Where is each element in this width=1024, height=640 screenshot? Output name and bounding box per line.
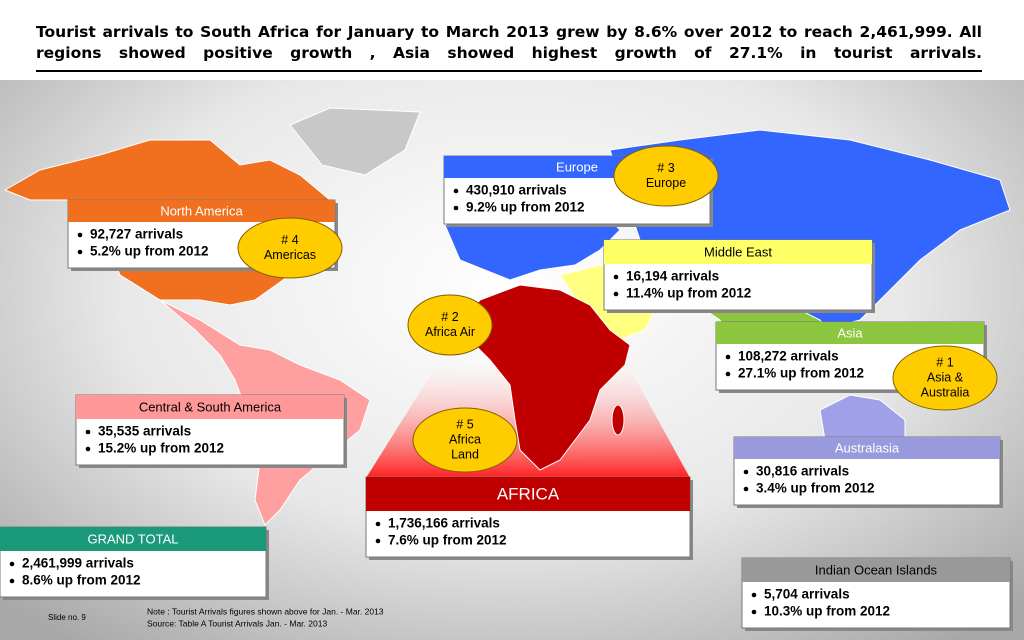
box-header — [76, 395, 344, 419]
bullet — [751, 592, 757, 598]
region-name: GRAND TOTAL — [87, 531, 178, 546]
region-name: AFRICA — [497, 484, 560, 503]
header-band — [0, 0, 1024, 80]
bullet — [743, 469, 749, 475]
region-stat: 92,727 arrivals — [90, 227, 183, 242]
badge-text: # 5 — [456, 417, 473, 431]
badge-text: # 2 — [441, 310, 458, 324]
region-stat: 16,194 arrivals — [626, 269, 719, 284]
region-stat: 10.3% up from 2012 — [764, 604, 890, 619]
region-name: Australasia — [835, 440, 900, 455]
box-header — [716, 322, 984, 344]
region-box: AFRICA 1,736,166 arrivals 7.6% up from 201… — [365, 476, 693, 560]
madagascar — [611, 404, 625, 436]
region-name: Indian Ocean Islands — [815, 562, 938, 577]
badge-text: # 4 — [281, 233, 298, 247]
badge-text: Europe — [646, 176, 686, 190]
region-name: Asia — [837, 325, 863, 340]
badge-text: # 1 — [936, 355, 953, 369]
badge-oval — [407, 294, 493, 356]
region-stat: 15.2% up from 2012 — [98, 441, 224, 456]
badge-text: Africa — [449, 432, 481, 446]
region-stat: 108,272 arrivals — [738, 349, 839, 364]
region-box: Middle East 16,194 arrivals 11.4% up from … — [603, 239, 875, 313]
region-name: Europe — [556, 159, 598, 174]
slide-title: Tourist arrivals to South Africa for Jan… — [36, 23, 982, 62]
region-stat: 7.6% up from 2012 — [388, 533, 507, 548]
badge-text: Americas — [264, 248, 316, 262]
bullet — [725, 371, 731, 377]
bullet — [725, 354, 731, 360]
region-name: North America — [160, 203, 243, 218]
box-header — [734, 437, 1000, 459]
region-stat: 5.2% up from 2012 — [90, 244, 209, 259]
badge-text: # 3 — [657, 161, 674, 175]
region-stat: 9.2% up from 2012 — [466, 200, 585, 215]
badge-oval — [892, 345, 998, 411]
region-stat: 8.6% up from 2012 — [22, 573, 141, 588]
box-header — [604, 240, 872, 264]
region-stat: 1,736,166 arrivals — [388, 516, 500, 531]
slide-number: Slide no. 9 — [48, 613, 86, 622]
bullet — [85, 429, 91, 435]
bullet — [77, 232, 83, 238]
bullet — [453, 188, 459, 194]
box-header — [0, 527, 266, 551]
region-name: Central & South America — [139, 399, 282, 414]
region-box: Australasia 30,816 arrivals 3.4% up from 2… — [733, 436, 1003, 508]
africa-map — [467, 284, 631, 471]
footer-note: Source: Table A Tourist Arrivals Jan. - … — [147, 618, 327, 628]
bullet — [613, 274, 619, 280]
region-stat: 430,910 arrivals — [466, 183, 567, 198]
bullet — [613, 291, 619, 297]
bullet — [9, 578, 15, 584]
bullet — [743, 486, 749, 492]
region-stat: 35,535 arrivals — [98, 424, 191, 439]
region-stat: 30,816 arrivals — [756, 464, 849, 479]
bullet — [453, 205, 459, 211]
bullet — [9, 561, 15, 567]
region-stat: 11.4% up from 2012 — [626, 286, 751, 301]
box-header — [742, 558, 1010, 582]
badge-text: Asia & — [927, 370, 964, 384]
region-stat: 5,704 arrivals — [764, 587, 850, 602]
box-header — [68, 200, 335, 222]
badge-text: Africa Air — [425, 325, 475, 339]
bullet — [375, 521, 381, 527]
region-stat: 27.1% up from 2012 — [738, 366, 864, 381]
region-box: Indian Ocean Islands 5,704 arrivals 10.3% … — [741, 557, 1013, 631]
box-header — [366, 477, 690, 511]
region-stat: 3.4% up from 2012 — [756, 481, 875, 496]
region-boxes: North America 92,727 arrivals 5.2% up from… — [0, 155, 1013, 631]
badge-oval — [412, 407, 518, 473]
region-box: GRAND TOTAL 2,461,999 arrivals 8.6% up fro… — [0, 526, 269, 600]
bullet — [375, 538, 381, 544]
bullet — [751, 609, 757, 615]
greenland — [289, 107, 421, 176]
badge-oval — [613, 145, 719, 207]
badge-text: Australia — [921, 385, 970, 399]
bullet — [85, 446, 91, 452]
region-stat: 2,461,999 arrivals — [22, 556, 134, 571]
bullet — [77, 249, 83, 255]
region-name: Middle East — [704, 244, 772, 259]
footer-note: Note : Tourist Arrivals figures shown ab… — [147, 606, 384, 616]
badge-text: Land — [451, 447, 479, 461]
badge-oval — [237, 217, 343, 279]
region-box: Central & South America 35,535 arrivals 15… — [75, 394, 347, 468]
